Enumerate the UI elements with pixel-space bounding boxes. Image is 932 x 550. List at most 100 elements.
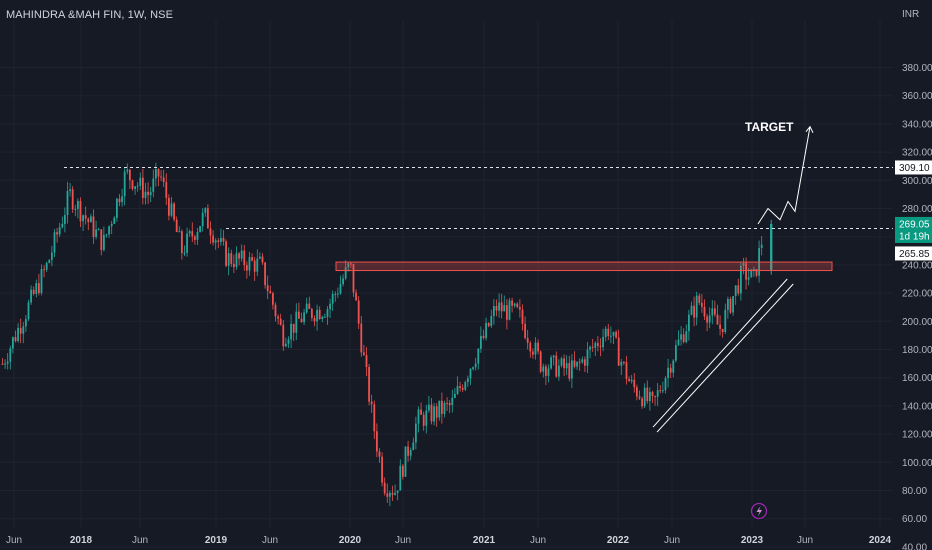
candle-body (526, 337, 529, 343)
time-tick-label: Jun (797, 535, 813, 546)
drawing-tools: TARGET (64, 120, 893, 433)
price-axis[interactable]: 380.00360.00340.00320.00300.00280.00260.… (902, 63, 932, 550)
candle-body (212, 235, 214, 243)
candle-body (331, 294, 334, 304)
candle-body (76, 200, 79, 209)
candle-body (282, 324, 285, 347)
candle-body (747, 277, 750, 280)
candle-body (82, 215, 84, 222)
candle-body (165, 181, 168, 198)
candle-body (719, 324, 721, 329)
time-axis[interactable]: Jun 2018 Jun 2019 Jun 2020 Jun 2021 Jun 2022 Jun 20… (6, 535, 892, 546)
candle-body (399, 465, 402, 491)
candle-body (339, 284, 342, 294)
candle-body (201, 212, 204, 227)
events-marker[interactable] (750, 502, 768, 520)
candle-body (659, 390, 662, 392)
candle-body (407, 446, 409, 456)
candle-body (297, 311, 300, 319)
candle-body (635, 387, 638, 397)
candle-body (256, 258, 259, 272)
candle-body (121, 196, 123, 203)
candle-body (745, 263, 747, 280)
candle-body (401, 465, 404, 477)
candle-body (630, 379, 633, 382)
candle-body (732, 296, 734, 313)
candle-body (495, 306, 498, 311)
candle-body (602, 336, 604, 348)
candle-body (578, 361, 581, 363)
candle-body (141, 177, 144, 198)
candle-body (243, 250, 246, 266)
candle-body (711, 308, 714, 316)
candle-body (6, 361, 9, 364)
candle-body (690, 305, 693, 315)
candle-body (492, 306, 495, 317)
candle-body (555, 355, 558, 377)
candle-body (167, 197, 170, 216)
candle-body (175, 219, 178, 232)
candle-body (542, 366, 545, 372)
lightning-icon[interactable] (750, 502, 768, 520)
candle-body (321, 316, 324, 320)
candle-body (466, 378, 469, 383)
candle-body (674, 345, 677, 361)
candle-body (225, 241, 227, 266)
candle-body (604, 328, 607, 337)
candle-body (550, 357, 552, 369)
candle-body (313, 317, 316, 322)
candle-body (178, 231, 181, 233)
candle-body (48, 259, 51, 263)
candle-body (508, 300, 511, 320)
candle-body (180, 231, 183, 254)
candle-body (295, 311, 298, 333)
candle-body (770, 224, 773, 271)
time-tick-label: 2020 (339, 535, 362, 546)
candle-body (713, 308, 716, 315)
price-tag-label: 265.85 (899, 249, 930, 260)
candle-body (485, 322, 487, 339)
candle-body (420, 409, 422, 415)
candle-body (638, 396, 641, 399)
candle-body (516, 303, 519, 308)
candle-body (53, 232, 56, 253)
candle-body (92, 216, 95, 237)
price-tick-label: 120.00 (902, 430, 932, 441)
candle-body (334, 293, 337, 295)
candle-body (308, 303, 311, 309)
candle-body (248, 257, 251, 271)
projection-arrowhead (805, 125, 814, 133)
candle-body (154, 169, 157, 179)
candle-body (362, 352, 365, 355)
candle-body (425, 410, 428, 426)
candle-body (19, 327, 22, 334)
candle-body (667, 367, 669, 379)
price-tick-label: 180.00 (902, 345, 932, 356)
candle-body (482, 335, 485, 339)
candle-body (152, 178, 155, 192)
candle-body (664, 378, 667, 391)
price-tick-label: 300.00 (902, 176, 932, 187)
candle-body (461, 387, 464, 390)
time-tick-label: 2018 (70, 535, 93, 546)
price-tick-label: 200.00 (902, 317, 932, 328)
candle-body (310, 308, 313, 318)
candle-body (422, 414, 425, 426)
candle-body (69, 189, 71, 192)
candle-body (79, 200, 82, 222)
candle-body (266, 285, 269, 292)
candle-body (685, 331, 688, 343)
candle-body (547, 368, 550, 376)
candle-body (89, 216, 92, 223)
currency-label: INR (902, 9, 920, 20)
candle-body (565, 363, 568, 369)
candle-body (615, 331, 617, 338)
price-tick-label: 100.00 (902, 458, 932, 469)
time-tick-label: 2024 (869, 535, 892, 546)
candle-body (591, 346, 594, 348)
candle-body (529, 342, 532, 352)
candle-body (147, 191, 149, 196)
candle-body (126, 169, 129, 172)
candle-body (108, 226, 110, 235)
